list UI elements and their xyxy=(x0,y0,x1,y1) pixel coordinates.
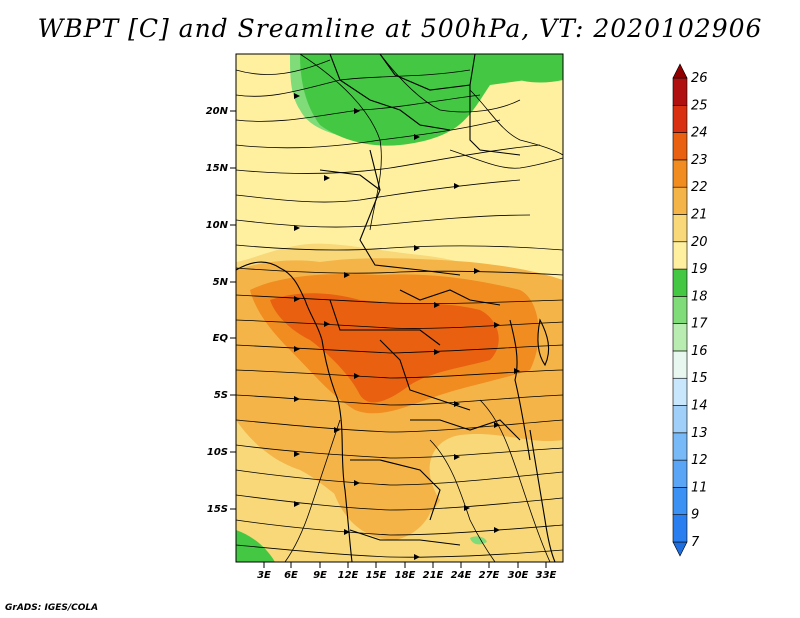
streamline-arrows xyxy=(294,93,520,560)
country-borders xyxy=(236,54,556,562)
credit-label: GrADS: IGES/COLA xyxy=(5,603,99,613)
colorbar: 7 9 11 12 13 14 15 16 17 18 19 20 21 22 23 24 25 26 xyxy=(672,63,708,557)
colorbar-label: 23 xyxy=(691,153,708,168)
colorbar-label: 16 xyxy=(691,344,708,359)
colorbar-label: 18 xyxy=(691,289,708,304)
colorbar-label: 19 xyxy=(691,262,708,277)
colorbar-label: 25 xyxy=(691,98,708,113)
colorbar-segment xyxy=(672,241,688,270)
longitude-axis: 3E 6E 9E 12E 15E 18E 21E 24E 27E 30E 33E xyxy=(257,562,557,581)
colorbar-segment xyxy=(672,459,688,488)
wbpt-spot-17 xyxy=(470,536,487,545)
colorbar-label: 24 xyxy=(691,126,708,141)
lon-label: 18E xyxy=(395,570,416,581)
colorbar-segment xyxy=(672,214,688,243)
lat-label: 20N xyxy=(206,106,229,117)
colorbar-segment xyxy=(672,268,688,297)
colorbar-segment xyxy=(672,377,688,406)
colorbar-label: 15 xyxy=(691,371,708,386)
colorbar-segment xyxy=(672,159,688,188)
colorbar-label: 26 xyxy=(691,71,708,86)
wbpt-region-18-sw xyxy=(236,530,275,562)
streamlines xyxy=(236,54,563,562)
colorbar-segment xyxy=(672,350,688,379)
colorbar-segment xyxy=(672,514,688,543)
wbpt-region-21-south xyxy=(330,474,433,540)
colorbar-label: 9 xyxy=(691,508,699,523)
colorbar-label: 14 xyxy=(691,399,708,414)
latitude-axis: 20N 15N 10N 5N EQ 5S 10S 15S xyxy=(206,106,236,515)
lat-label: 10S xyxy=(207,447,228,458)
colorbar-segment xyxy=(672,487,688,516)
colorbar-segment xyxy=(672,296,688,324)
lat-label: 5N xyxy=(213,277,229,288)
colorbar-segment xyxy=(672,132,688,161)
colorbar-label: 7 xyxy=(691,535,700,550)
map-title: WBPT [C] and Sreamline at 500hPa, VT: 20… xyxy=(37,14,763,43)
lon-label: 30E xyxy=(508,570,529,581)
colorbar-label: 17 xyxy=(691,317,708,332)
colorbar-segment xyxy=(672,186,688,215)
colorbar-segment xyxy=(672,104,688,133)
colorbar-label: 12 xyxy=(691,453,708,468)
lat-label: 15N xyxy=(206,163,229,174)
lon-label: 3E xyxy=(257,570,271,581)
lon-label: 9E xyxy=(313,570,327,581)
wbpt-region-18-ne xyxy=(480,54,563,83)
map-frame xyxy=(235,53,564,563)
colorbar-segment xyxy=(672,323,688,352)
colorbar-segment xyxy=(672,77,688,106)
lon-label: 21E xyxy=(423,570,444,581)
colorbar-segment xyxy=(672,405,688,434)
colorbar-arrow-low xyxy=(672,541,688,557)
colorbar-arrow-high xyxy=(672,63,688,79)
colorbar-label: 11 xyxy=(691,480,708,495)
lat-label: 5S xyxy=(214,390,228,401)
lon-label: 12E xyxy=(338,570,359,581)
map-plot-area xyxy=(236,54,563,562)
lat-label: EQ xyxy=(213,333,229,344)
lon-label: 33E xyxy=(536,570,557,581)
colorbar-label: 22 xyxy=(691,180,708,195)
lon-label: 27E xyxy=(479,570,500,581)
colorbar-label: 20 xyxy=(691,235,708,250)
colorbar-label: 21 xyxy=(691,207,708,222)
lon-label: 24E xyxy=(451,570,472,581)
colorbar-label: 13 xyxy=(691,426,708,441)
lat-label: 10N xyxy=(206,220,229,231)
lon-label: 6E xyxy=(284,570,298,581)
lat-label: 15S xyxy=(207,504,228,515)
wbpt-region-18 xyxy=(236,54,563,146)
colorbar-segment xyxy=(672,432,688,461)
lon-label: 15E xyxy=(366,570,387,581)
wbpt-region-23 xyxy=(270,293,499,403)
